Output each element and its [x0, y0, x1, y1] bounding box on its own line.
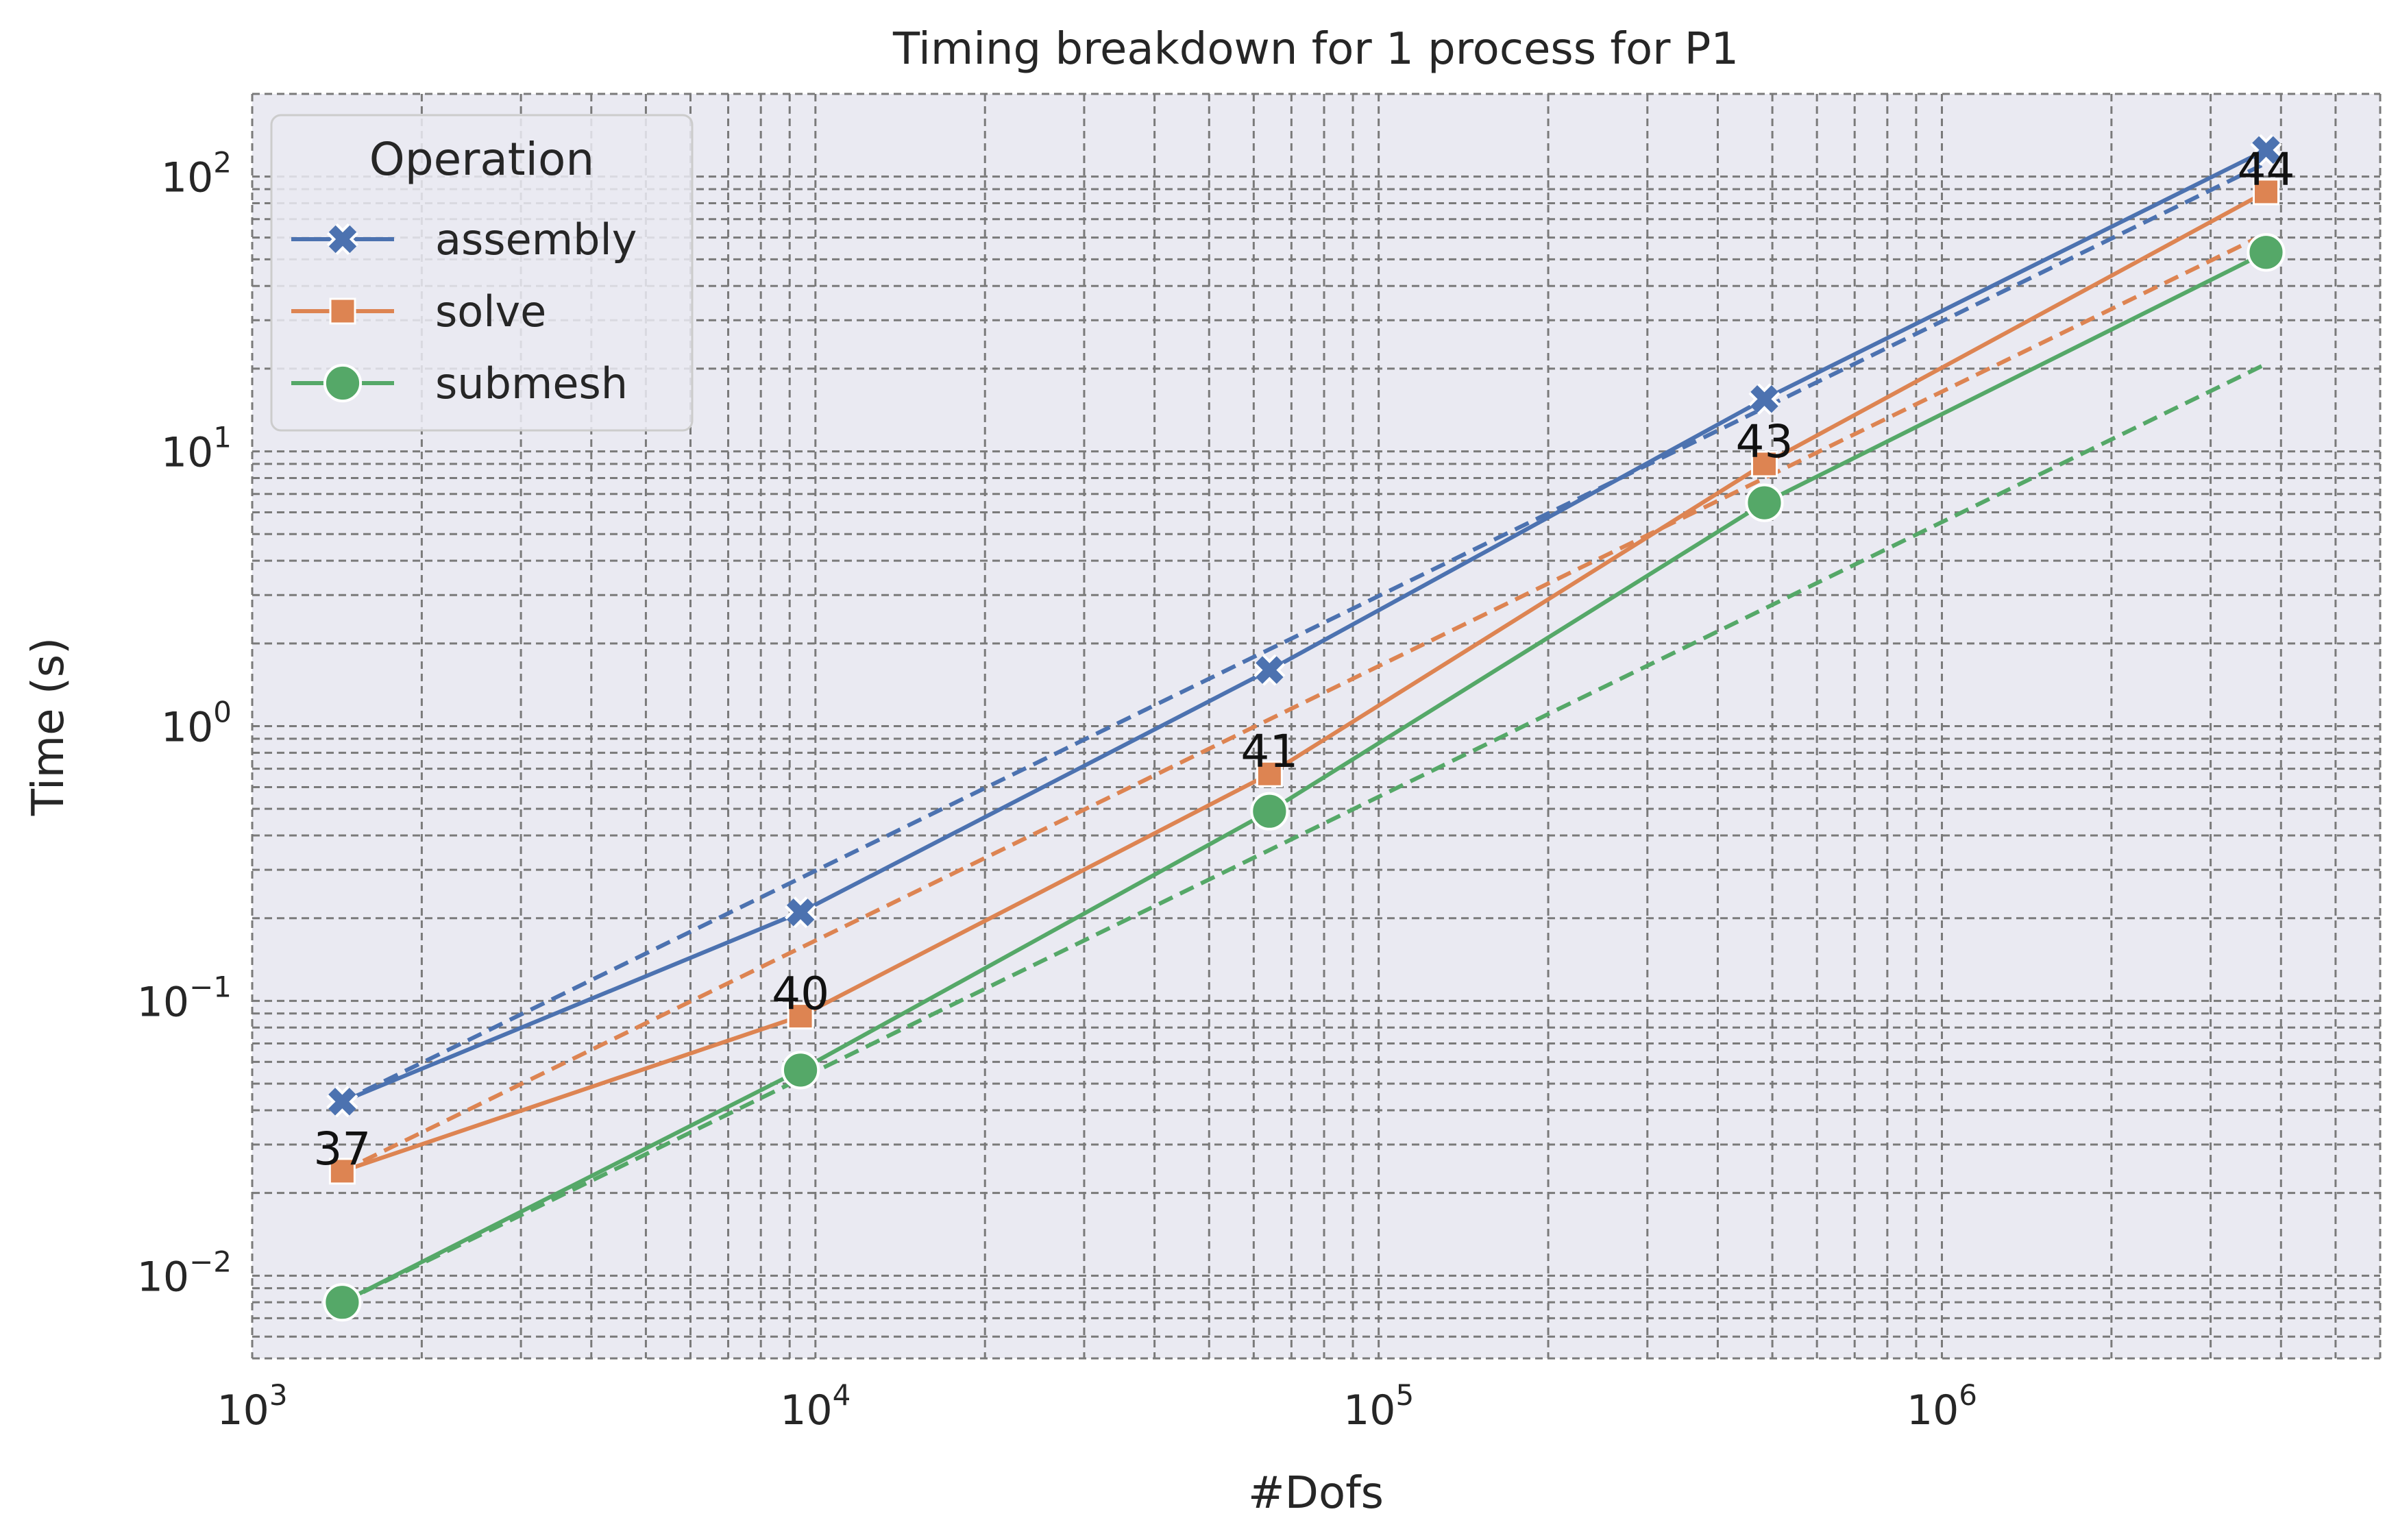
data-point-submesh	[323, 1283, 362, 1322]
y-axis-label: Time (s)	[23, 637, 74, 816]
point-annotation: 40	[772, 968, 829, 1020]
point-annotation: 37	[313, 1123, 371, 1175]
data-point-submesh	[1250, 792, 1289, 831]
legend-box	[270, 114, 694, 432]
data-point-assembly	[1253, 654, 1286, 686]
y-tick-label: 100	[161, 696, 232, 752]
y-tick-label: 101	[161, 421, 232, 477]
data-point-solve	[2252, 178, 2279, 206]
reference-line-assembly	[341, 161, 2267, 1104]
reference-line-solve	[341, 232, 2267, 1173]
point-annotation: 41	[1240, 725, 1298, 778]
data-point-assembly	[326, 1086, 358, 1118]
legend-marker-assembly	[326, 223, 359, 256]
y-tick-label: 10−2	[137, 1245, 232, 1301]
legend-label-solve: solve	[435, 286, 546, 337]
data-point-solve	[1256, 760, 1283, 787]
data-point-assembly	[1748, 383, 1781, 415]
legend-label-assembly: assembly	[435, 215, 637, 265]
x-axis-label: #Dofs	[1248, 1468, 1384, 1519]
x-tick-label: 106	[1907, 1378, 1977, 1434]
data-point-submesh	[1745, 483, 1784, 522]
reference-line-submesh	[341, 362, 2267, 1304]
legend-label-submesh: submesh	[435, 358, 628, 408]
data-point-assembly	[785, 896, 817, 929]
y-tick-label: 10−1	[137, 970, 232, 1026]
legend-items: assembly solve submesh	[291, 215, 637, 408]
point-annotation: 44	[2237, 143, 2295, 196]
data-point-submesh	[781, 1051, 820, 1090]
x-tick-label: 104	[780, 1378, 851, 1434]
reference-lines	[341, 161, 2267, 1304]
data-annotations: 37 40 41 43 44	[313, 143, 2295, 1175]
major-grid	[251, 94, 2380, 1358]
y-tick-labels: 10−2 10−1 100 101 102	[137, 146, 232, 1301]
legend: Operation assembly solve submesh	[270, 114, 694, 432]
x-tick-labels: 103 104 105 106	[217, 1378, 1977, 1434]
data-point-assembly	[2250, 134, 2282, 166]
data-point-solve	[328, 1158, 356, 1185]
legend-marker-solve	[329, 297, 356, 325]
data-point-submesh	[2247, 233, 2286, 272]
x-tick-label: 103	[217, 1378, 287, 1434]
legend-marker-submesh	[323, 363, 363, 403]
legend-title: Operation	[369, 133, 594, 186]
data-point-solve	[1750, 450, 1778, 478]
point-annotation: 43	[1735, 415, 1793, 468]
data-point-solve	[787, 1003, 814, 1030]
chart-title: Timing breakdown for 1 process for P1	[892, 24, 1739, 75]
y-tick-label: 102	[161, 146, 232, 202]
x-tick-label: 105	[1343, 1378, 1414, 1434]
series-markers	[323, 134, 2286, 1322]
